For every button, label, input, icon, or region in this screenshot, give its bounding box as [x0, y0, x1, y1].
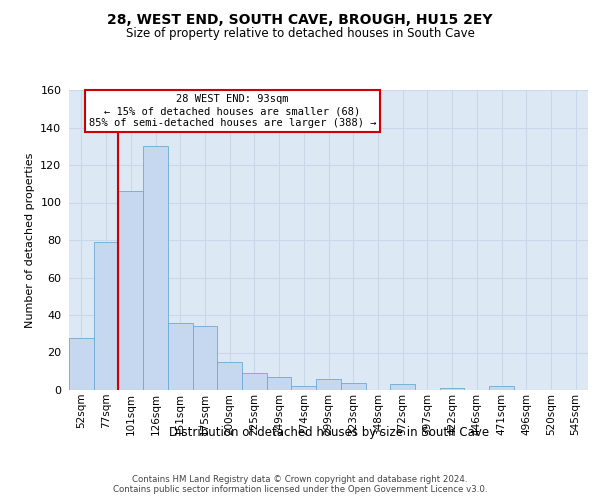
Bar — [267, 377, 292, 390]
Bar — [217, 362, 242, 390]
Bar — [292, 386, 316, 390]
Bar — [143, 146, 168, 390]
Text: 28, WEST END, SOUTH CAVE, BROUGH, HU15 2EY: 28, WEST END, SOUTH CAVE, BROUGH, HU15 2… — [107, 12, 493, 26]
Text: Distribution of detached houses by size in South Cave: Distribution of detached houses by size … — [169, 426, 489, 439]
Bar — [341, 382, 365, 390]
Bar — [489, 386, 514, 390]
Bar — [168, 322, 193, 390]
Bar — [390, 384, 415, 390]
Bar — [316, 379, 341, 390]
Bar — [94, 242, 118, 390]
Text: Contains public sector information licensed under the Open Government Licence v3: Contains public sector information licen… — [113, 486, 487, 494]
Bar — [193, 326, 217, 390]
Bar — [440, 388, 464, 390]
Text: Size of property relative to detached houses in South Cave: Size of property relative to detached ho… — [125, 28, 475, 40]
Bar — [69, 338, 94, 390]
Bar — [242, 373, 267, 390]
Bar — [118, 191, 143, 390]
Y-axis label: Number of detached properties: Number of detached properties — [25, 152, 35, 328]
Text: Contains HM Land Registry data © Crown copyright and database right 2024.: Contains HM Land Registry data © Crown c… — [132, 474, 468, 484]
Text: 28 WEST END: 93sqm
← 15% of detached houses are smaller (68)
85% of semi-detache: 28 WEST END: 93sqm ← 15% of detached hou… — [89, 94, 376, 128]
